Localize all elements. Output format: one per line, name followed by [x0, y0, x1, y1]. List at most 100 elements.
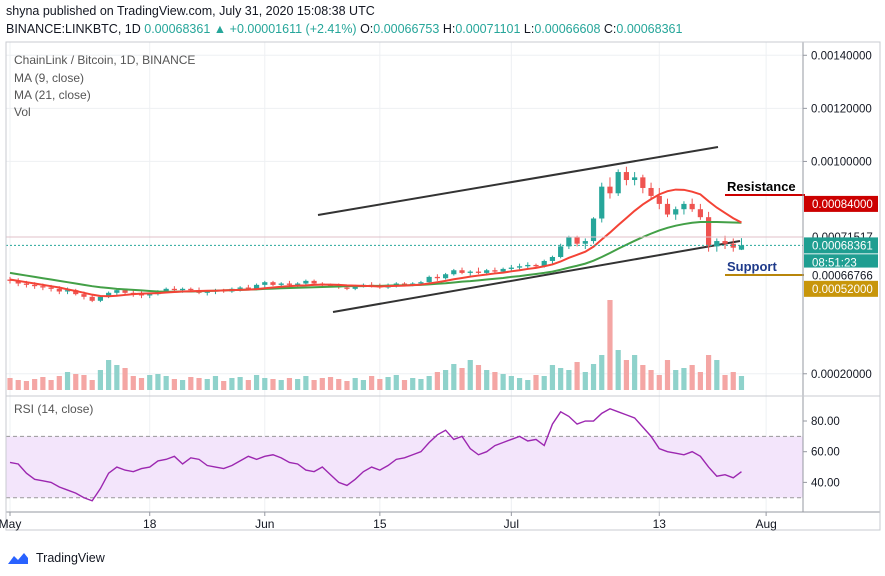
price-label-box: [804, 195, 878, 212]
symbol-name[interactable]: BINANCE:LINKBTC, 1D: [6, 22, 141, 36]
candle-body: [738, 245, 745, 250]
candle-body: [73, 290, 79, 295]
candle-body: [656, 195, 662, 204]
volume-bar: [171, 379, 177, 390]
high-value: 0.00071101: [455, 22, 521, 36]
time-tick-label: May: [0, 517, 21, 531]
volume-bar: [549, 365, 556, 390]
candle-body: [426, 276, 432, 283]
volume-bar: [352, 378, 358, 390]
candle-body: [525, 264, 531, 267]
rsi-line: [9, 407, 742, 502]
candle-body: [418, 282, 424, 284]
volume-bar: [467, 360, 473, 390]
candle-body: [730, 243, 736, 248]
volume-bar: [89, 380, 95, 390]
candle-body: [459, 270, 465, 273]
volume-bar: [155, 374, 161, 390]
price-label-box: [804, 280, 878, 297]
price-label-box: [804, 254, 878, 271]
volume-bar: [648, 370, 654, 390]
candle-body: [689, 203, 695, 210]
candle-body: [705, 217, 712, 247]
rsi-tick-label: 60.00: [811, 447, 840, 459]
volume-bar: [656, 375, 662, 390]
close-value: 0.00068361: [616, 22, 683, 36]
volume-bar: [508, 376, 514, 390]
candle-body: [607, 186, 613, 194]
support-label: Support: [727, 259, 777, 274]
volume-bar: [106, 360, 112, 390]
volume-bar: [270, 379, 276, 390]
tradingview-footer[interactable]: TradingView: [6, 548, 105, 568]
volume-bar: [451, 364, 457, 390]
candle-body: [533, 264, 539, 267]
volume-bar: [237, 377, 243, 390]
volume-bar: [599, 355, 605, 390]
ma21-line: [9, 220, 742, 293]
volume-bar: [147, 375, 153, 390]
chart-frame: [5, 41, 881, 531]
lower-channel-line: [332, 240, 741, 313]
volume-bars: [7, 300, 745, 390]
volume-bar: [286, 378, 293, 390]
last-price: 0.00068361: [144, 22, 211, 36]
candle-body: [648, 187, 654, 196]
volume-bar: [697, 372, 703, 390]
candle-body: [48, 287, 54, 289]
volume-bar: [558, 368, 564, 390]
candle-body: [23, 283, 30, 285]
volume-bar: [40, 377, 46, 390]
candle-body: [295, 283, 301, 285]
volume-bar: [64, 372, 71, 390]
symbol-bar: BINANCE:LINKBTC, 1D 0.00068361 ▲ +0.0000…: [6, 22, 682, 36]
grid: [6, 42, 803, 512]
moving-averages: [9, 188, 742, 298]
volume-bar: [689, 365, 695, 390]
volume-bar: [23, 381, 30, 390]
volume-bar: [434, 372, 440, 390]
volume-bar: [32, 379, 38, 390]
candle-body: [270, 282, 276, 285]
candle-body: [615, 172, 621, 194]
candle-body: [484, 270, 490, 273]
candle-body: [500, 268, 506, 272]
legend-ma21[interactable]: MA (21, close): [14, 88, 91, 102]
candle-body: [681, 203, 687, 210]
candle-body: [253, 284, 260, 289]
volume-bar: [163, 376, 169, 390]
candle-body: [467, 271, 473, 273]
rsi-band: [6, 436, 803, 498]
volume-bar: [705, 355, 712, 390]
volume-bar: [245, 380, 251, 390]
candle-body: [106, 292, 112, 297]
price-tick-label: 0.00020000: [811, 369, 872, 381]
volume-bar: [327, 377, 334, 390]
volume-bar: [385, 377, 391, 390]
time-tick-label: Aug: [755, 517, 776, 531]
volume-bar: [130, 376, 136, 390]
legend-rsi[interactable]: RSI (14, close): [14, 402, 94, 416]
volume-bar: [73, 374, 79, 390]
volume-bar: [253, 375, 260, 390]
legend-vol[interactable]: Vol: [14, 105, 31, 119]
volume-bar: [204, 379, 210, 390]
candle-body: [582, 241, 588, 244]
upper-channel-line: [317, 146, 719, 216]
volume-bar: [566, 370, 572, 390]
volume-bar: [525, 380, 531, 390]
volume-bar: [426, 376, 432, 390]
candle-body: [722, 241, 728, 244]
candle-body: [566, 237, 572, 247]
volume-bar: [278, 380, 284, 390]
time-tick-label: Jun: [255, 517, 274, 531]
volume-bar: [138, 378, 145, 390]
time-tick-label: 15: [373, 517, 387, 531]
candle-body: [640, 177, 646, 188]
volume-bar: [377, 379, 383, 390]
volume-bar: [179, 380, 186, 390]
legend-ma9[interactable]: MA (9, close): [14, 71, 85, 85]
candle-body: [352, 286, 358, 289]
time-tick-label: Jul: [504, 517, 519, 531]
